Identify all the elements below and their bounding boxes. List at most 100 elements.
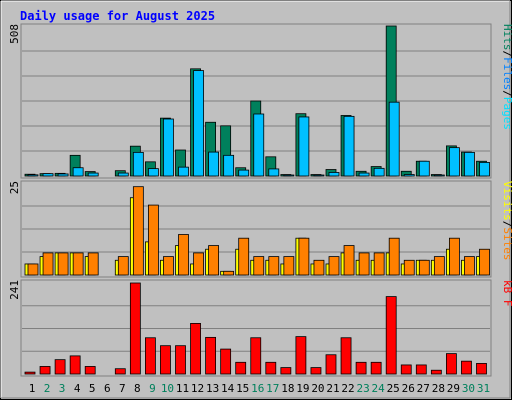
- day-label-5: 5: [89, 382, 96, 395]
- bar-sites-day-30: [464, 256, 475, 276]
- bar-sites-day-11: [178, 234, 189, 276]
- bar-sites-day-2: [42, 252, 54, 276]
- day-label-24: 24: [372, 382, 386, 395]
- day-label-31: 31: [477, 382, 490, 395]
- y-max-visits: 25: [8, 181, 21, 194]
- bar-sites-day-16: [253, 256, 265, 276]
- bar-sites-day-12: [193, 252, 204, 276]
- bar-sites-day-8: [132, 186, 144, 276]
- bar-sites-day-14: [223, 270, 235, 276]
- day-label-19: 19: [296, 382, 309, 395]
- bar-files-day-25: [388, 101, 400, 177]
- bar-files-day-8: [132, 151, 144, 177]
- bar-kb-f-day-17: [265, 361, 277, 375]
- bar-files-day-28: [433, 174, 445, 177]
- day-label-10: 10: [161, 382, 174, 395]
- bar-kb-f-day-9: [144, 337, 156, 375]
- bar-kb-f-day-15: [235, 361, 247, 375]
- legend-top: Hits/Files/Pages: [501, 24, 512, 130]
- day-label-9: 9: [149, 382, 156, 395]
- bar-files-day-26: [403, 174, 415, 177]
- day-label-25: 25: [387, 382, 400, 395]
- bar-kb-f-day-8: [129, 282, 141, 375]
- bar-files-day-31: [479, 162, 490, 177]
- day-label-7: 7: [119, 382, 126, 395]
- bar-sites-day-7: [117, 256, 129, 276]
- bar-kb-f-day-1: [24, 371, 36, 375]
- day-label-3: 3: [59, 382, 66, 395]
- day-label-29: 29: [447, 382, 460, 395]
- bar-kb-f-day-3: [54, 359, 66, 375]
- bar-kb-f-day-2: [39, 366, 51, 375]
- bar-kb-f-day-16: [250, 337, 262, 375]
- bar-kb-f-day-13: [205, 336, 217, 375]
- day-label-13: 13: [206, 382, 219, 395]
- day-labels: 1 2 3 4 5 6 7 8 9 10 11 12 13 14 15 16 17 18 19 20 21 22 23 24 2…: [29, 382, 490, 395]
- legend-sites: Sites: [501, 227, 512, 260]
- bar-files-day-7: [117, 172, 129, 177]
- bar-files-day-27: [418, 160, 430, 177]
- bar-files-day-5: [87, 172, 99, 177]
- bar-sites-day-5: [87, 252, 99, 276]
- day-label-12: 12: [191, 382, 204, 395]
- bar-kb-f-day-14: [220, 348, 232, 375]
- bar-files-day-1: [27, 174, 39, 177]
- bar-sites-day-4: [72, 252, 84, 276]
- day-label-22: 22: [341, 382, 354, 395]
- bar-kb-f-day-20: [310, 367, 322, 375]
- bar-kb-f-day-5: [84, 366, 96, 375]
- chart-title: Daily usage for August 2025: [20, 9, 215, 23]
- day-label-1: 1: [29, 382, 36, 395]
- bar-kb-f-day-11: [175, 345, 186, 375]
- bar-kb-f-day-28: [430, 369, 442, 375]
- day-label-11: 11: [176, 382, 189, 395]
- bar-sites-day-17: [268, 256, 280, 276]
- bar-sites-day-10: [163, 256, 174, 276]
- bar-files-day-21: [328, 172, 340, 177]
- bar-sites-day-26: [403, 259, 415, 276]
- bar-sites-day-13: [208, 245, 220, 276]
- bar-sites-day-23: [358, 252, 370, 276]
- bar-files-day-10: [163, 118, 174, 177]
- bar-files-day-29: [448, 147, 460, 177]
- day-label-27: 27: [417, 382, 430, 395]
- day-label-6: 6: [104, 382, 111, 395]
- day-label-8: 8: [134, 382, 141, 395]
- bar-kb-f-day-27: [415, 364, 427, 375]
- bar-sites-day-15: [238, 237, 250, 276]
- bar-files-day-15: [238, 169, 250, 177]
- day-label-30: 30: [462, 382, 475, 395]
- bar-files-day-24: [373, 167, 385, 177]
- bar-files-day-9: [147, 168, 159, 177]
- legend-mid: Visits/Sites: [501, 181, 512, 261]
- bar-sites-day-27: [418, 259, 430, 276]
- bar-sites-day-22: [343, 245, 355, 276]
- legend-visits: Visits: [501, 181, 512, 221]
- bar-sites-day-31: [479, 248, 490, 276]
- bar-files-day-2: [42, 173, 54, 177]
- day-label-20: 20: [311, 382, 324, 395]
- bar-files-day-23: [358, 172, 370, 177]
- bar-sites-day-24: [373, 252, 385, 276]
- bar-sites-day-20: [313, 259, 325, 276]
- bar-files-day-30: [464, 151, 475, 177]
- legend-pages: Pages: [501, 97, 512, 130]
- day-label-26: 26: [402, 382, 415, 395]
- day-label-15: 15: [236, 382, 249, 395]
- bar-files-day-11: [178, 166, 189, 177]
- bar-kb-f-day-12: [190, 323, 201, 375]
- bars-layer: [24, 25, 490, 375]
- bar-sites-day-1: [27, 263, 39, 276]
- bar-files-day-13: [208, 151, 220, 177]
- bar-sites-day-25: [388, 237, 400, 276]
- bar-sites-day-9: [147, 204, 159, 276]
- bar-sites-day-3: [57, 252, 69, 276]
- bar-sites-day-29: [448, 237, 460, 276]
- bar-sites-day-19: [298, 237, 310, 276]
- bar-kb-f-day-4: [69, 355, 81, 375]
- legend-sep-1: /: [501, 51, 512, 58]
- bar-kb-f-day-19: [295, 336, 307, 375]
- legend-files: Files: [501, 57, 512, 90]
- day-label-16: 16: [251, 382, 264, 395]
